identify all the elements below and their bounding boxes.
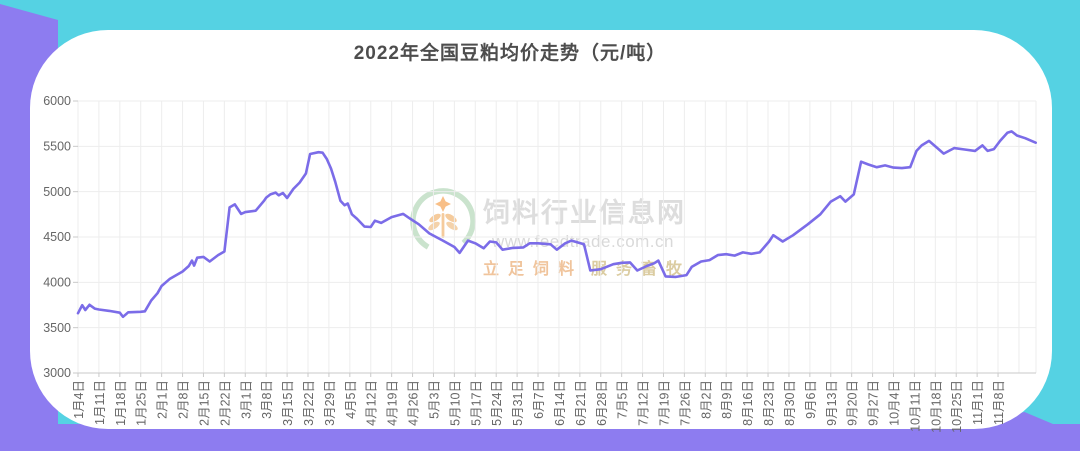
x-tick-label: 1月11日 — [93, 380, 107, 425]
x-tick-label: 10月25日 — [950, 380, 964, 433]
x-tick-label: 11月8日 — [992, 380, 1006, 425]
x-tick-label: 8月30日 — [783, 380, 797, 426]
x-tick-label: 9月27日 — [867, 380, 881, 426]
x-tick-label: 11月1日 — [971, 380, 985, 425]
x-tick-label: 3月29日 — [323, 380, 337, 426]
x-tick-label: 5月3日 — [427, 380, 441, 419]
x-tick-label: 3月1日 — [239, 380, 253, 419]
chart-title: 2022年全国豆粕均价走势（元/吨） — [353, 43, 667, 64]
x-tick-label: 8月9日 — [720, 380, 734, 419]
x-tick-label: 5月24日 — [490, 380, 504, 426]
x-tick-label: 3月8日 — [260, 380, 274, 419]
price-series-line — [76, 130, 1037, 319]
x-tick-label: 4月19日 — [386, 380, 400, 426]
x-tick-label: 1月25日 — [135, 380, 149, 426]
y-tick-label: 4000 — [43, 276, 71, 290]
x-tick-label: 6月7日 — [532, 380, 546, 419]
x-tick-label: 9月20日 — [846, 380, 860, 426]
content-card — [30, 30, 1052, 429]
x-tick-label: 9月6日 — [804, 380, 818, 419]
x-tick-label: 10月18日 — [929, 380, 943, 433]
y-tick-label: 4500 — [43, 230, 71, 244]
x-tick-label: 9月13日 — [825, 380, 839, 426]
watermark-slogan-left: 立足饲料 — [483, 261, 584, 278]
y-tick-label: 5000 — [43, 185, 71, 199]
x-tick-label: 1月4日 — [72, 380, 86, 419]
x-tick-label: 6月14日 — [553, 380, 567, 426]
x-tick-label: 4月26日 — [407, 380, 421, 426]
x-tick-label: 2月1日 — [156, 380, 170, 419]
x-tick-label: 6月28日 — [595, 380, 609, 426]
y-tick-label: 3500 — [43, 321, 71, 335]
x-tick-label: 3月15日 — [281, 380, 295, 426]
x-tick-label: 2月15日 — [197, 380, 211, 426]
y-tick-label: 3000 — [43, 366, 71, 380]
x-tick-label: 3月22日 — [302, 380, 316, 426]
x-tick-label: 2月22日 — [218, 380, 232, 426]
x-tick-label: 7月19日 — [657, 380, 671, 426]
x-tick-label: 8月2日 — [699, 380, 713, 419]
x-tick-label: 7月5日 — [616, 380, 630, 419]
y-tick-label: 5500 — [43, 140, 71, 154]
x-tick-label: 5月10日 — [448, 380, 462, 426]
x-tick-label: 6月21日 — [574, 380, 588, 426]
x-tick-label: 5月17日 — [469, 380, 483, 426]
y-tick-label: 6000 — [43, 94, 71, 108]
x-tick-label: 7月12日 — [637, 380, 651, 426]
x-tick-label: 10月4日 — [887, 380, 901, 426]
x-tick-label: 4月12日 — [365, 380, 379, 426]
x-tick-label: 8月16日 — [741, 380, 755, 426]
x-tick-label: 8月23日 — [762, 380, 776, 426]
x-tick-label: 4月5日 — [344, 380, 358, 419]
x-tick-label: 10月11日 — [908, 380, 922, 432]
x-tick-label: 5月31日 — [511, 380, 525, 426]
x-tick-label: 1月18日 — [114, 380, 128, 426]
watermark-site-name: 饲料行业信息网 — [483, 198, 686, 228]
x-tick-label: 2月8日 — [177, 380, 191, 419]
x-tick-label: 7月26日 — [678, 380, 692, 426]
feedtrade-logo-icon — [410, 188, 476, 254]
